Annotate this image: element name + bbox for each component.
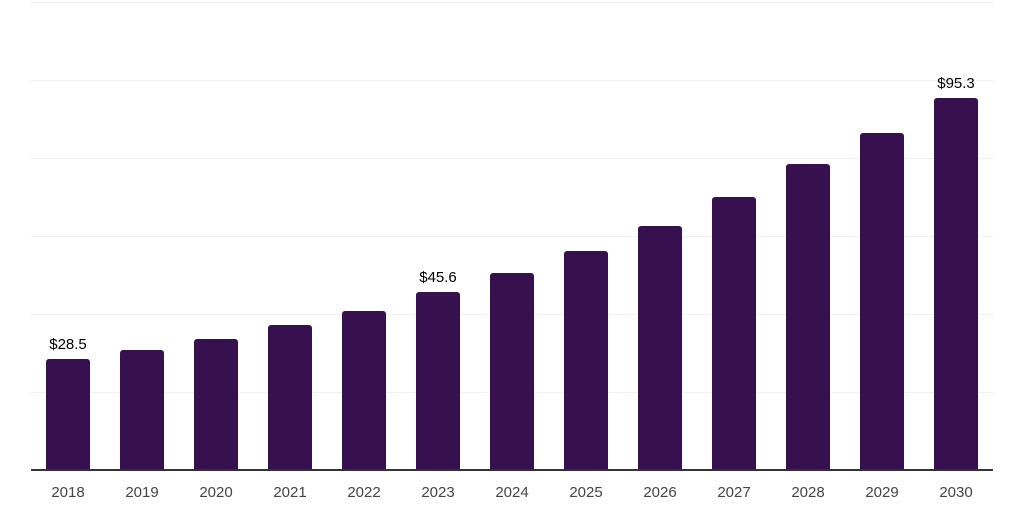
x-tick-2025: 2025: [569, 484, 603, 501]
bar-slot-2023: $45.6: [401, 2, 475, 470]
x-tick-2028: 2028: [791, 484, 825, 501]
gridline-120: [31, 2, 993, 3]
plot-area: $28.5 $45.6 $95.3: [31, 2, 993, 470]
bar-value-label-2030: $95.3: [937, 75, 975, 93]
bar-2028: [786, 163, 830, 470]
x-tick-2019: 2019: [125, 484, 159, 501]
bar-2018: [46, 358, 90, 470]
x-tick-2026: 2026: [643, 484, 677, 501]
x-tick-2018: 2018: [51, 484, 85, 501]
bar-2023: [416, 292, 460, 470]
bar-slot-2020: [179, 2, 253, 470]
bar-2027: [712, 197, 756, 470]
x-tick-2020: 2020: [199, 484, 233, 501]
x-tick-2021: 2021: [273, 484, 307, 501]
bar-2025: [564, 250, 608, 470]
gridline-80: [31, 158, 993, 159]
x-tick-2027: 2027: [717, 484, 751, 501]
bar-slot-2025: [549, 2, 623, 470]
x-tick-2029: 2029: [865, 484, 899, 501]
bar-slot-2028: [771, 2, 845, 470]
bar-slot-2027: [697, 2, 771, 470]
bar-slot-2029: [845, 2, 919, 470]
bar-2029: [860, 132, 904, 470]
bar-slot-2030: $95.3: [919, 2, 993, 470]
x-axis-line: [31, 469, 993, 471]
bar-2026: [638, 225, 682, 470]
bar-slot-2021: [253, 2, 327, 470]
bar-slot-2026: [623, 2, 697, 470]
bar-slot-2018: $28.5: [31, 2, 105, 470]
gridline-60: [31, 236, 993, 237]
bars-container: $28.5 $45.6 $95.3: [31, 2, 993, 470]
bar-value-label-2023: $45.6: [419, 269, 457, 287]
x-tick-2024: 2024: [495, 484, 529, 501]
x-tick-2023: 2023: [421, 484, 455, 501]
bar-value-label-2018: $28.5: [49, 335, 87, 353]
bar-2019: [120, 349, 164, 470]
bar-2021: [268, 324, 312, 470]
bar-2030: [934, 98, 978, 470]
bar-slot-2024: [475, 2, 549, 470]
gridline-100: [31, 80, 993, 81]
bar-2020: [194, 339, 238, 470]
x-tick-2022: 2022: [347, 484, 381, 501]
x-tick-2030: 2030: [939, 484, 973, 501]
bar-slot-2022: [327, 2, 401, 470]
bar-2024: [490, 272, 534, 470]
bar-slot-2019: [105, 2, 179, 470]
bar-2022: [342, 310, 386, 470]
x-axis-ticks: 2018 2019 2020 2021 2022 2023 2024 2025 2026 2027…: [31, 483, 993, 503]
